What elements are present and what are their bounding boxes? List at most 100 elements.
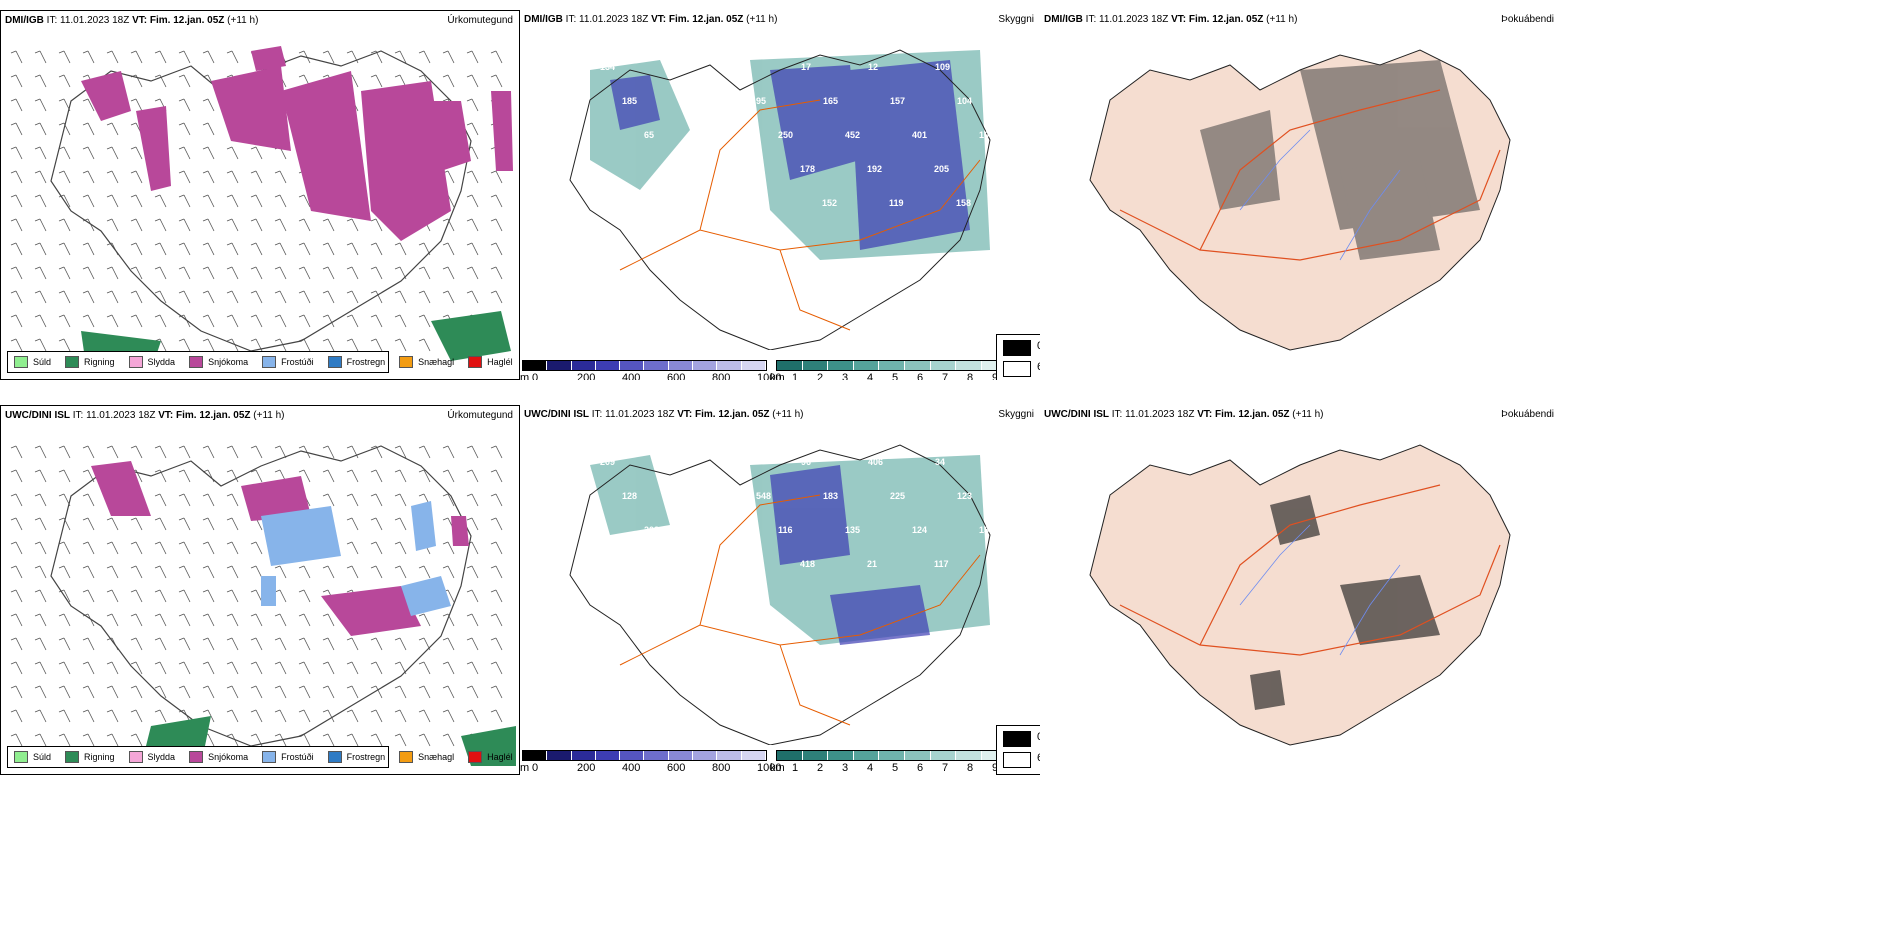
wind-barb <box>154 517 167 531</box>
wind-barb <box>442 74 455 88</box>
wind-barb <box>322 637 335 651</box>
legend-item: Haglél <box>468 751 513 763</box>
wind-barb <box>10 709 23 723</box>
wind-barb <box>178 194 191 208</box>
visibility-tick: 8 <box>967 762 974 774</box>
wind-barb <box>346 50 359 64</box>
wind-barb <box>466 218 479 232</box>
legend-label: Snæhagl <box>418 752 455 762</box>
fog-low-label: 0 <box>1037 340 1040 352</box>
visibility-value-label: 129 <box>688 198 703 208</box>
legend-label: Slydda <box>147 752 176 762</box>
wind-barb <box>10 613 23 627</box>
ceiling-tick: 0 <box>532 762 539 774</box>
wind-barb <box>274 565 287 579</box>
wind-barb <box>58 146 71 160</box>
wind-barb <box>106 613 119 627</box>
visibility-value-label: 21 <box>867 559 877 569</box>
wind-barb <box>298 194 311 208</box>
wind-barb <box>442 733 455 747</box>
wind-barb <box>370 661 383 675</box>
wind-barb <box>298 266 311 280</box>
wind-barb <box>250 469 263 483</box>
wind-barb <box>34 290 47 304</box>
wind-barb <box>130 266 143 280</box>
wind-barb <box>466 266 479 280</box>
ceiling-shading <box>610 60 970 250</box>
fog-panel-bottom: UWC/DINI ISL IT: 11.01.2023 18Z VT: Fim.… <box>1040 405 1560 775</box>
fog-low-label: 0 <box>1037 731 1040 743</box>
wind-barb <box>466 194 479 208</box>
wind-barb <box>130 170 143 184</box>
iceland-land <box>1089 444 1511 746</box>
ceiling-tick: 800 <box>712 372 731 380</box>
wind-barb <box>466 122 479 136</box>
fog-low-swatch <box>1003 340 1031 356</box>
wind-barb <box>106 637 119 651</box>
wind-barb <box>106 218 119 232</box>
visibility-value-label: 165 <box>667 62 682 72</box>
wind-barb <box>34 709 47 723</box>
visibility-value-label: 152 <box>822 198 837 208</box>
visibility-value-label: 130 <box>979 525 994 535</box>
visibility-value-label: 330 <box>733 559 748 569</box>
panel-type-label: Úrkomutegund <box>447 15 513 26</box>
legend-item: Snjókoma <box>189 356 248 368</box>
visibility-tick: 2 <box>817 762 824 774</box>
legend-item: Rigning <box>65 356 115 368</box>
wind-barb <box>226 517 239 531</box>
wind-barb <box>154 314 167 328</box>
wind-barb <box>322 709 335 723</box>
wind-barb <box>346 565 359 579</box>
wind-barb <box>106 589 119 603</box>
wind-barb <box>346 541 359 555</box>
wind-barb <box>322 733 335 747</box>
wind-barb <box>226 589 239 603</box>
wind-barb <box>130 218 143 232</box>
wind-barb <box>82 445 95 459</box>
wind-barb <box>466 589 479 603</box>
wind-barb <box>34 445 47 459</box>
wind-barb <box>490 445 503 459</box>
frost-drizzle-areas <box>261 501 451 616</box>
visibility-value-label: 165 <box>823 96 838 106</box>
visibility-colorbars: m02004006008001000km12345678910 <box>520 750 1040 775</box>
visibility-value-label: 418 <box>800 559 815 569</box>
wind-barb <box>106 541 119 555</box>
wind-barb <box>58 469 71 483</box>
wind-barb <box>82 170 95 184</box>
wind-barb <box>82 98 95 112</box>
wind-barb <box>202 122 215 136</box>
wind-barb <box>10 266 23 280</box>
visibility-value-label: 209 <box>600 457 615 467</box>
wind-barb <box>370 469 383 483</box>
wind-barb <box>466 709 479 723</box>
visibility-value-label: 548 <box>756 491 771 501</box>
ceiling-tick: 0 <box>532 372 539 380</box>
wind-barb <box>226 613 239 627</box>
wind-barb <box>34 266 47 280</box>
wind-barb <box>274 637 287 651</box>
legend-item: Slydda <box>128 751 176 763</box>
wind-barb <box>466 98 479 112</box>
wind-barb <box>466 613 479 627</box>
wind-barb <box>442 661 455 675</box>
wind-barb <box>10 469 23 483</box>
wind-barb <box>226 469 239 483</box>
wind-barb <box>250 709 263 723</box>
wind-barb <box>394 290 407 304</box>
legend-label: Rigning <box>84 752 115 762</box>
wind-barb <box>346 685 359 699</box>
wind-barb <box>346 733 359 747</box>
visibility-tick: 1 <box>792 762 799 774</box>
wind-barb <box>370 493 383 507</box>
wind-barb <box>106 517 119 531</box>
wind-barb <box>82 122 95 136</box>
wind-barb <box>34 50 47 64</box>
legend-item: Rigning <box>65 751 115 763</box>
wind-barb <box>322 290 335 304</box>
wind-barb <box>202 242 215 256</box>
legend-item: Frostregn <box>327 751 385 763</box>
visibility-value-label: 152 <box>711 525 726 535</box>
wind-barb <box>82 242 95 256</box>
